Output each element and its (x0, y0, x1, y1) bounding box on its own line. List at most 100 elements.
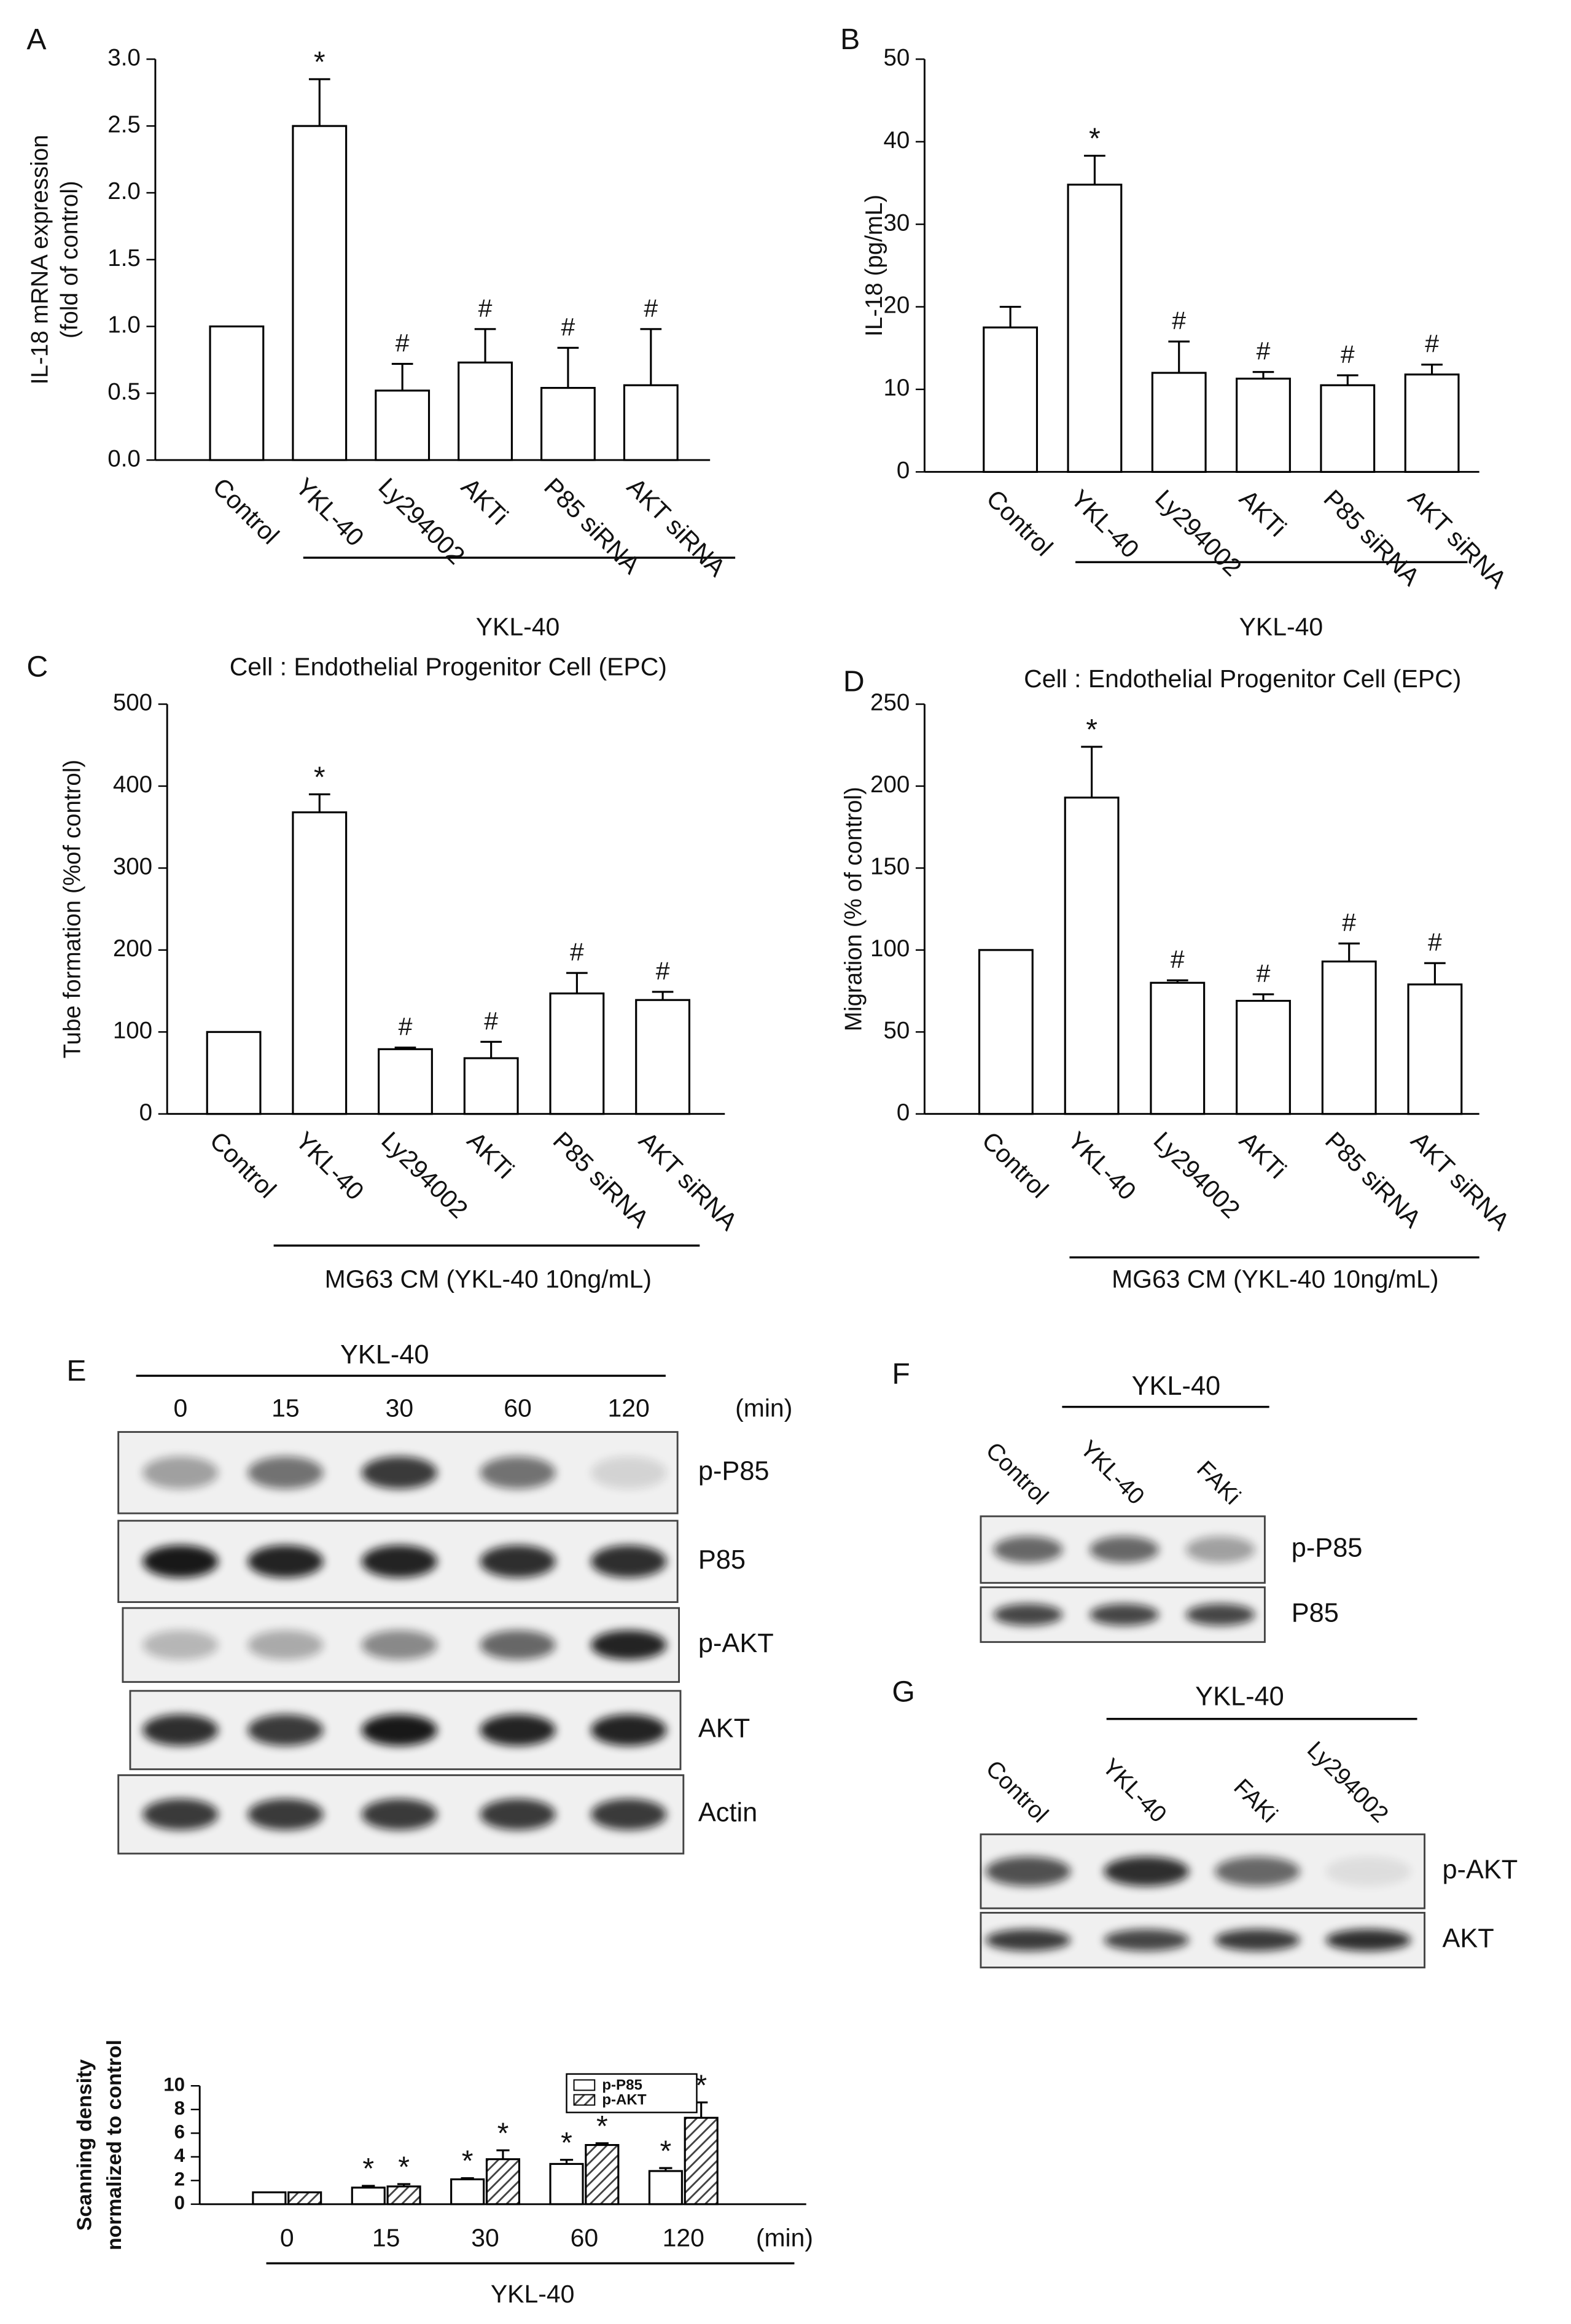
y-tick-label: 50 (883, 45, 910, 71)
y-tick-label: 200 (113, 935, 152, 962)
row-label: AKT (698, 1714, 750, 1743)
y-tick-label: 1.0 (107, 312, 141, 338)
y-tick-label: 0 (139, 1099, 152, 1126)
blot-band (1325, 1856, 1411, 1887)
blot-band (142, 1545, 219, 1578)
lane-label: Control (981, 1755, 1053, 1828)
x-tick-label: Control (981, 484, 1058, 561)
significance-marker: * (1086, 714, 1097, 747)
blot-band (142, 1456, 219, 1489)
lane-label: FAKi (1191, 1456, 1245, 1510)
blot-band (985, 1856, 1071, 1887)
blot-band (248, 1456, 324, 1489)
significance-marker: * (497, 2117, 509, 2150)
bar (375, 389, 431, 461)
lane-label: 120 (608, 1394, 650, 1422)
blot-band (591, 1630, 667, 1660)
blot-band (361, 1798, 437, 1830)
blot-band (361, 1630, 437, 1660)
significance-marker: * (314, 761, 326, 794)
row-label: Actin (698, 1798, 757, 1828)
x-tick-label: 0 (280, 2224, 294, 2252)
x-tick-label: AKTi (1234, 484, 1292, 542)
y-tick-label: 100 (113, 1017, 152, 1043)
bar (585, 2143, 620, 2205)
y-tick-label: 10 (163, 2073, 185, 2095)
blot-band (248, 1545, 324, 1578)
blot-band (480, 1798, 556, 1830)
x-tick-label: Ly294002 (376, 1126, 474, 1224)
y-tick-label: 100 (870, 935, 910, 962)
bar (450, 2178, 485, 2205)
y-axis-label: Migration (% of control) (840, 787, 867, 1031)
blot-band (480, 1714, 556, 1746)
bar (983, 326, 1039, 473)
blot-band (1185, 1536, 1255, 1563)
significance-marker: * (462, 2145, 474, 2178)
bar (463, 1057, 519, 1115)
y-tick-label: 40 (883, 127, 910, 154)
significance-marker: # (1257, 337, 1271, 365)
significance-marker: * (660, 2135, 672, 2168)
lane-label: YKL-40 (1075, 1435, 1149, 1510)
significance-marker: # (396, 329, 410, 357)
lane-label: 0 (173, 1394, 187, 1422)
y-tick-label: 400 (113, 771, 152, 798)
bar (1407, 983, 1463, 1115)
significance-marker: * (695, 2069, 707, 2102)
blot-band (1185, 1604, 1255, 1626)
blot-band (1090, 1604, 1159, 1626)
lane-label: 60 (504, 1394, 532, 1422)
chart-title: Cell : Endothelial Progenitor Cell (EPC) (1024, 665, 1461, 693)
row-label: p-AKT (698, 1629, 774, 1658)
chart-title: Cell : Endothelial Progenitor Cell (EPC) (230, 653, 667, 681)
x-tick-label: 30 (471, 2224, 499, 2252)
group-label: MG63 CM (YKL-40 10ng/mL) (1112, 1265, 1438, 1293)
y-tick-label: 4 (174, 2145, 185, 2166)
blot-band (248, 1798, 324, 1830)
bar (1236, 377, 1291, 473)
panel-letter: C (26, 650, 48, 683)
group-label: YKL-40 (1239, 612, 1323, 641)
time-unit: (min) (735, 1394, 792, 1422)
y-tick-label: 0 (174, 2192, 185, 2213)
row-label: AKT (1442, 1924, 1494, 1953)
y-axis-label: Scanning density (73, 2059, 96, 2231)
group-label: YKL-40 (491, 2280, 575, 2308)
significance-marker: # (644, 294, 658, 322)
bar (1320, 384, 1376, 473)
row-label: p-P85 (698, 1456, 770, 1486)
blot-band (248, 1630, 324, 1660)
x-tick-label: Control (977, 1126, 1054, 1204)
y-axis-label: (fold of control) (57, 181, 83, 338)
x-tick-label: Ly294002 (1150, 484, 1247, 582)
blot-band (248, 1714, 324, 1746)
legend-swatch (573, 2094, 596, 2106)
bar (292, 125, 348, 461)
panel-letter: B (840, 23, 860, 56)
lane-label: 30 (386, 1394, 414, 1422)
y-axis-label: IL-18 mRNA expression (27, 135, 53, 384)
significance-marker: * (398, 2151, 410, 2184)
bar (1067, 184, 1123, 473)
row-label: p-P85 (1292, 1534, 1363, 1563)
y-tick-label: 0 (897, 1099, 910, 1126)
lane-label: 15 (271, 1394, 300, 1422)
blot-band (142, 1714, 219, 1746)
bar (549, 2162, 584, 2205)
x-tick-label: AKT siRNA (1403, 484, 1513, 594)
legend-swatch (573, 2079, 596, 2091)
bar (1150, 981, 1206, 1115)
blot-band (480, 1545, 556, 1578)
row-label: P85 (1292, 1599, 1339, 1628)
blot-band (361, 1545, 437, 1578)
panel-letter: G (892, 1675, 914, 1709)
x-tick-label: Control (205, 1126, 282, 1204)
blot-band (1104, 1929, 1190, 1951)
blot-band (985, 1929, 1071, 1951)
y-tick-label: 500 (113, 690, 152, 716)
blot-band (142, 1798, 219, 1830)
bar (378, 1048, 433, 1115)
y-tick-label: 200 (870, 771, 910, 798)
panel-letter: E (66, 1354, 86, 1387)
